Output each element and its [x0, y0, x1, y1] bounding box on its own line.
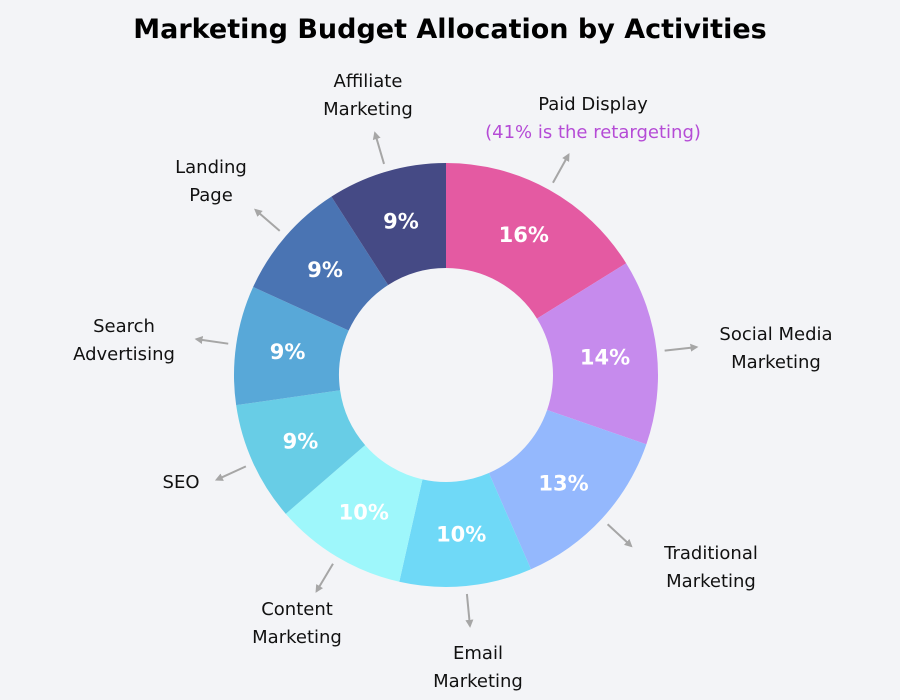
callout-arrow: [194, 336, 229, 345]
donut-slice: [234, 286, 349, 406]
donut-slice: [446, 163, 627, 319]
slice-percent-label: 9%: [307, 258, 343, 282]
slice-category-label: Landing: [175, 157, 247, 178]
slice-category-label: Paid Display: [538, 94, 648, 115]
percent-labels-group: 16% 14% 13% 10% 10% 9% 9% 9% 9%: [270, 209, 630, 546]
chart-title: Marketing Budget Allocation by Activitie…: [133, 14, 766, 45]
slice-percent-label: 10%: [339, 500, 389, 524]
slices-group: [234, 163, 658, 587]
slice-category-label: SEO: [163, 472, 200, 493]
callout-arrow: [214, 465, 247, 481]
donut-slice: [536, 263, 658, 445]
slice-percent-label: 10%: [436, 522, 486, 546]
donut-slice: [236, 390, 366, 514]
slice-percent-label: 9%: [283, 429, 319, 453]
slice-category-label: Affiliate: [334, 71, 403, 92]
donut-slice: [285, 445, 423, 582]
slice-category-label: Email: [453, 643, 503, 664]
slice-percent-label: 16%: [499, 223, 549, 247]
donut-slice: [488, 409, 647, 570]
slice-percent-label: 14%: [580, 345, 630, 369]
donut-slice: [331, 163, 446, 285]
callout-arrow: [552, 153, 570, 184]
slice-percent-label: 9%: [383, 209, 419, 233]
slice-percent-label: 13%: [538, 472, 588, 496]
slice-category-label: Marketing: [433, 671, 523, 692]
slice-category-label: Content: [261, 599, 333, 620]
slice-category-label: Advertising: [73, 344, 175, 365]
callouts-group: Paid Display (41% is the retargeting) Soci…: [73, 71, 832, 692]
donut-slice: [253, 196, 389, 331]
callout-arrow: [465, 593, 474, 628]
slice-category-label: Traditional: [663, 543, 758, 564]
callout-arrow: [254, 208, 281, 232]
slice-percent-label: 9%: [270, 340, 306, 364]
slice-category-label: Marketing: [252, 627, 342, 648]
slice-category-label: Marketing: [731, 352, 821, 373]
slice-category-label: Social Media: [719, 324, 832, 345]
callout-arrow: [315, 563, 334, 593]
callout-arrow: [606, 523, 633, 548]
slice-category-label: Search: [93, 316, 155, 337]
callout-arrow: [664, 343, 699, 352]
slice-category-label: Marketing: [666, 571, 756, 592]
slice-category-label: Page: [189, 185, 233, 206]
donut-slice: [399, 473, 531, 587]
slice-category-label: Marketing: [323, 99, 413, 120]
callout-arrow: [372, 131, 385, 165]
slice-note-label: (41% is the retargeting): [485, 122, 701, 143]
